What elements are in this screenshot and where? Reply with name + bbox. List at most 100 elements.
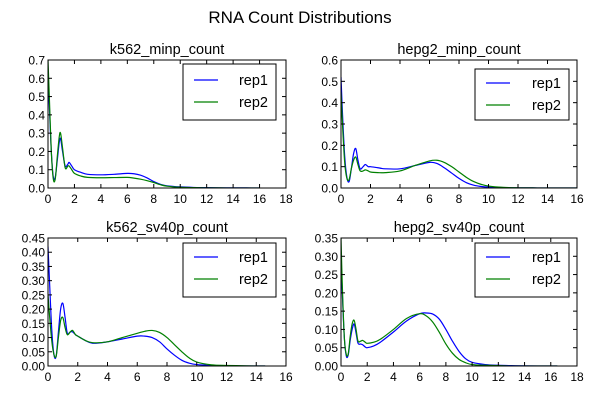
legend: rep1 rep2 bbox=[182, 242, 277, 298]
axes-frame bbox=[340, 237, 578, 367]
legend: rep1 rep2 bbox=[474, 242, 570, 298]
x-tick-label: 6 bbox=[124, 192, 131, 206]
y-tick-label: 0.35 bbox=[315, 232, 339, 246]
y-tick-label: 0.20 bbox=[315, 286, 339, 300]
legend: rep1 rep2 bbox=[474, 68, 570, 121]
legend-box bbox=[474, 242, 570, 298]
legend: rep1 rep2 bbox=[182, 63, 277, 121]
x-tick-label: 8 bbox=[443, 370, 450, 384]
x-tick-label: 16 bbox=[544, 370, 558, 384]
x-tick-label: 10 bbox=[482, 192, 496, 206]
y-tick-label: 0.5 bbox=[321, 75, 338, 89]
y-tick-label: 0.05 bbox=[22, 345, 46, 359]
legend-box bbox=[182, 63, 277, 121]
y-tick-label: 0.40 bbox=[22, 246, 46, 260]
x-tick-label: 0 bbox=[45, 370, 52, 384]
x-tick-label: 16 bbox=[253, 192, 267, 206]
y-tick-label: 0.0 bbox=[321, 182, 338, 196]
y-tick-label: 0.1 bbox=[321, 160, 338, 174]
x-tick-label: 14 bbox=[541, 192, 555, 206]
figure-title: RNA Count Distributions bbox=[208, 8, 391, 27]
x-tick-label: 4 bbox=[98, 192, 105, 206]
series-line-rep2 bbox=[48, 294, 266, 366]
legend-label-rep1: rep1 bbox=[239, 73, 268, 89]
y-tick-label: 0.2 bbox=[28, 145, 45, 159]
y-tick-label: 0.05 bbox=[315, 341, 339, 355]
legend-label-rep2: rep2 bbox=[532, 272, 561, 288]
x-tick-label: 4 bbox=[397, 192, 404, 206]
legend-box bbox=[182, 242, 277, 298]
legend-label-rep2: rep2 bbox=[239, 272, 268, 288]
x-tick-label: 4 bbox=[390, 370, 397, 384]
x-tick-label: 10 bbox=[174, 192, 188, 206]
x-tick-label: 12 bbox=[200, 192, 214, 206]
x-tick-label: 12 bbox=[511, 192, 525, 206]
x-tick-label: 14 bbox=[226, 192, 240, 206]
y-tick-label: 0.45 bbox=[22, 232, 46, 246]
legend-label-rep2: rep2 bbox=[532, 98, 561, 114]
plot-area bbox=[341, 238, 558, 366]
y-tick-label: 0.25 bbox=[22, 288, 46, 302]
x-tick-label: 2 bbox=[364, 370, 371, 384]
y-tick-label: 0.7 bbox=[28, 54, 45, 68]
y-tick-label: 0.10 bbox=[315, 323, 339, 337]
x-tick-label: 18 bbox=[570, 370, 584, 384]
x-tick-label: 2 bbox=[71, 192, 78, 206]
series-line-rep2 bbox=[341, 238, 558, 366]
y-tick-label: 0.20 bbox=[22, 303, 46, 317]
y-tick-label: 0.10 bbox=[22, 331, 46, 345]
x-tick-label: 8 bbox=[164, 370, 171, 384]
y-tick-label: 0.15 bbox=[315, 305, 339, 319]
y-tick-label: 0.3 bbox=[28, 127, 45, 141]
y-tick-label: 0.0 bbox=[28, 182, 45, 196]
y-tick-label: 0.1 bbox=[28, 163, 45, 177]
y-tick-label: 0.4 bbox=[321, 96, 338, 110]
y-tick-label: 0.35 bbox=[22, 260, 46, 274]
x-tick-label: 16 bbox=[279, 370, 293, 384]
x-tick-label: 0 bbox=[45, 192, 52, 206]
x-tick-label: 8 bbox=[456, 192, 463, 206]
axes-frame bbox=[47, 59, 287, 189]
subplot-top-right: hepg2_minp_count 0 2 4 6 8 10 12 14 16 0.0 0.1 0.2 0.… bbox=[321, 42, 584, 206]
subplot-bottom-right: hepg2_sv40p_count 0 2 4 6 8 10 12 14 16 18 0.00 0.05… bbox=[315, 220, 584, 384]
x-tick-label: 10 bbox=[465, 370, 479, 384]
y-tick-label: 0.6 bbox=[28, 72, 45, 86]
y-tick-label: 0.00 bbox=[315, 360, 339, 374]
x-tick-label: 8 bbox=[150, 192, 157, 206]
subplot-title: hepg2_sv40p_count bbox=[394, 220, 525, 236]
subplot-top-left: k562_minp_count 0 2 4 6 8 10 12 14 16 18 0.0 0.1 0.2 0… bbox=[28, 42, 293, 206]
legend-label-rep2: rep2 bbox=[239, 95, 268, 111]
y-tick-label: 0.30 bbox=[315, 250, 339, 264]
x-tick-label: 18 bbox=[279, 192, 293, 206]
legend-label-rep1: rep1 bbox=[532, 76, 561, 92]
legend-label-rep1: rep1 bbox=[239, 250, 268, 266]
x-tick-label: 2 bbox=[74, 370, 81, 384]
y-tick-label: 0.2 bbox=[321, 139, 338, 153]
x-tick-label: 0 bbox=[338, 192, 345, 206]
y-tick-label: 0.3 bbox=[321, 118, 338, 132]
legend-box bbox=[474, 68, 570, 121]
y-tick-label: 0.4 bbox=[28, 108, 45, 122]
x-tick-label: 14 bbox=[518, 370, 532, 384]
subplot-title: hepg2_minp_count bbox=[397, 42, 520, 58]
x-tick-label: 6 bbox=[426, 192, 433, 206]
x-tick-label: 16 bbox=[570, 192, 584, 206]
x-tick-label: 12 bbox=[492, 370, 506, 384]
y-tick-label: 0.00 bbox=[22, 360, 46, 374]
x-tick-label: 6 bbox=[416, 370, 423, 384]
subplot-title: k562_minp_count bbox=[110, 42, 224, 58]
x-tick-label: 10 bbox=[190, 370, 204, 384]
y-tick-label: 0.6 bbox=[321, 54, 338, 68]
series-line-rep2 bbox=[341, 91, 577, 188]
x-tick-label: 6 bbox=[134, 370, 141, 384]
y-tick-label: 0.30 bbox=[22, 274, 46, 288]
x-tick-label: 12 bbox=[220, 370, 234, 384]
x-tick-label: 4 bbox=[104, 370, 111, 384]
plot-area bbox=[48, 246, 266, 366]
x-tick-label: 14 bbox=[250, 370, 264, 384]
y-tick-label: 0.5 bbox=[28, 90, 45, 104]
subplot-title: k562_sv40p_count bbox=[106, 220, 228, 236]
x-tick-label: 2 bbox=[367, 192, 374, 206]
